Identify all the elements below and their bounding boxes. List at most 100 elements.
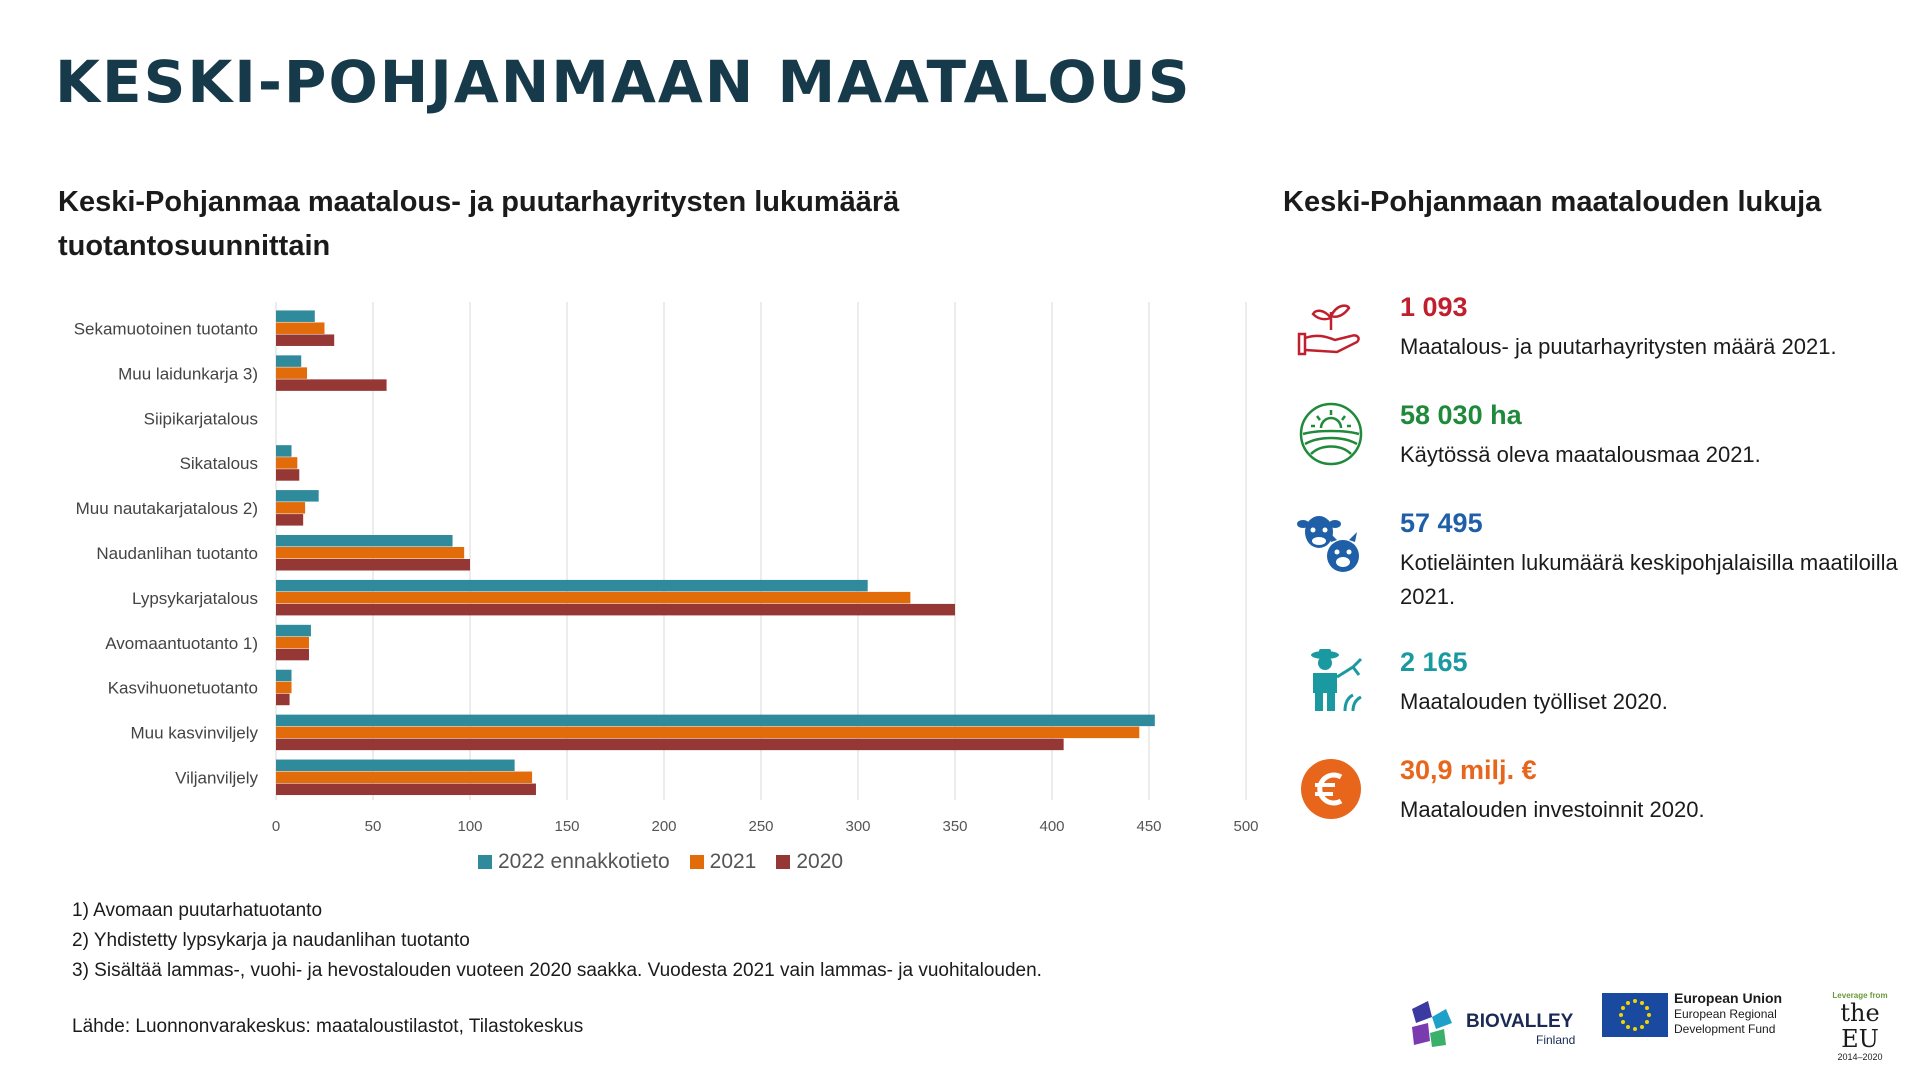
x-tick-label: 200 [651,818,676,835]
bar [276,579,868,592]
stat-value-land: 58 030 ha [1400,400,1522,430]
bar [276,310,315,322]
x-tick-label: 50 [365,818,382,835]
legend-swatch-2021 [689,855,704,869]
footnote-2: 2) Yhdistetty lypsykarja ja naudanlihan … [72,930,470,951]
bar [276,783,536,796]
page-title: KESKI-POHJANMAAN MAATALOUS [55,48,1192,116]
x-tick-label: 400 [1039,818,1064,835]
leverage-years: 2014–2020 [1837,1052,1883,1062]
stat-value-investments: 30,9 milj. € [1400,755,1537,785]
euro-icon [1301,759,1361,819]
stat-employees: 2 165 Maatalouden työlliset 2020. [1295,645,1895,745]
stat-desc-employees: Maatalouden työlliset 2020. [1400,689,1668,714]
bar [276,379,387,391]
bar [276,726,1140,739]
footnote-3: 3) Sisältää lammas-, vuohi- ja hevostalo… [72,960,1042,981]
stat-desc-livestock: Kotieläinten lukumäärä keskipohjalaisill… [1400,550,1898,609]
bar [276,490,319,502]
bar [276,547,465,559]
stat-value-farms: 1 093 [1400,292,1468,322]
eu-logo: European Union European Regional Develop… [1602,991,1802,1041]
stat-land: 58 030 ha Käytössä oleva maatalousmaa 20… [1295,398,1895,498]
bar [276,636,309,649]
legend-label-2021: 2021 [709,850,757,873]
bar [276,457,298,469]
x-tick-label: 350 [942,818,967,835]
hand-plant-icon [1297,304,1360,356]
bar [276,591,911,604]
category-label: Sikatalous [180,454,258,473]
x-tick-label: 0 [272,818,280,835]
category-label: Sekamuotoinen tuotanto [74,319,258,338]
bar [276,714,1155,727]
x-tick-label: 500 [1233,818,1258,835]
category-label: Kasvihuonetuotanto [108,679,258,698]
biovalley-logo: BIOVALLEY Finland [1406,995,1575,1051]
x-tick-label: 450 [1136,818,1161,835]
bar [276,738,1064,751]
field-sun-icon [1299,402,1363,466]
category-label: Siipikarjatalous [144,409,258,428]
logo-strip: BIOVALLEY Finland European Union Europea… [1400,985,1900,1062]
bar [276,669,292,682]
bar [276,355,302,367]
x-tick-label: 300 [845,818,870,835]
stats-title: Keski-Pohjanmaan maatalouden lukuja [1283,186,1822,218]
biovalley-mark-icon [1412,1001,1452,1047]
eu-line1: European Regional [1674,1007,1777,1021]
bar [276,759,515,772]
bar [276,502,306,514]
stat-farms: 1 093 Maatalous- ja puutarhayritysten mä… [1295,290,1895,390]
x-tick-label: 100 [457,818,482,835]
bar [276,693,290,706]
legend-swatch-2022 [478,855,492,869]
legend-swatch-2020 [776,855,791,869]
stat-value-livestock: 57 495 [1400,508,1483,538]
category-label: Naudanlihan tuotanto [96,544,258,563]
legend-label-2020: 2020 [796,850,844,873]
livestock-icon [1297,516,1359,572]
category-label: Muu kasvinviljely [130,724,258,743]
source-note: Lähde: Luonnonvarakeskus: maataloustilas… [72,1016,584,1037]
biovalley-sub: Finland [1536,1033,1576,1047]
bar [276,624,311,637]
stat-investments: 30,9 milj. € Maatalouden investoinnit 20… [1295,753,1895,853]
category-label: Muu nautakarjatalous 2) [76,499,258,518]
legend-item-2022: 2022 ennakkotieto [478,850,670,874]
legend-item-2021: 2021 [689,850,757,874]
bar [276,559,470,571]
footnote-1: 1) Avomaan puutarhatuotanto [72,900,323,921]
eu-flag-icon [1602,993,1668,1037]
category-label: Lypsykarjatalous [132,589,258,608]
leverage-small: Leverage from [1832,991,1888,1000]
footnotes: 1) Avomaan puutarhatuotanto 2) Yhdistett… [72,896,1042,986]
chart-legend: 2022 ennakkotieto 2021 2020 [478,850,843,874]
stat-desc-farms: Maatalous- ja puutarhayritysten määrä 20… [1400,334,1837,359]
bar [276,681,292,694]
eu-title: European Union [1674,990,1783,1006]
bar [276,469,300,481]
stat-value-employees: 2 165 [1400,647,1468,677]
bar [276,535,453,547]
bar [276,514,304,526]
category-label: Muu laidunkarja 3) [118,364,258,383]
leverage-big: the EU [1840,999,1880,1053]
category-label: Avomaantuotanto 1) [105,634,258,653]
biovalley-text: BIOVALLEY [1466,1011,1574,1032]
eu-line2: Development Fund [1674,1022,1776,1036]
bar [276,603,955,616]
category-label: Viljanviljely [175,769,258,788]
bar [276,771,533,784]
bar [276,648,309,661]
bar [276,322,325,334]
leverage-eu-logo: Leverage from the EU 2014–2020 [1820,991,1900,1062]
bar-chart: 0 50 100 150 200 250 300 350 400 450 500 Sekamuotoi… [74,302,1259,835]
bar [276,367,308,379]
x-tick-label: 150 [554,818,579,835]
stat-desc-investments: Maatalouden investoinnit 2020. [1400,797,1705,822]
legend-label-2022: 2022 ennakkotieto [498,850,670,873]
x-tick-label: 250 [748,818,773,835]
bar [276,445,292,457]
stat-livestock: 57 495 Kotieläinten lukumäärä keskipohja… [1295,506,1898,609]
